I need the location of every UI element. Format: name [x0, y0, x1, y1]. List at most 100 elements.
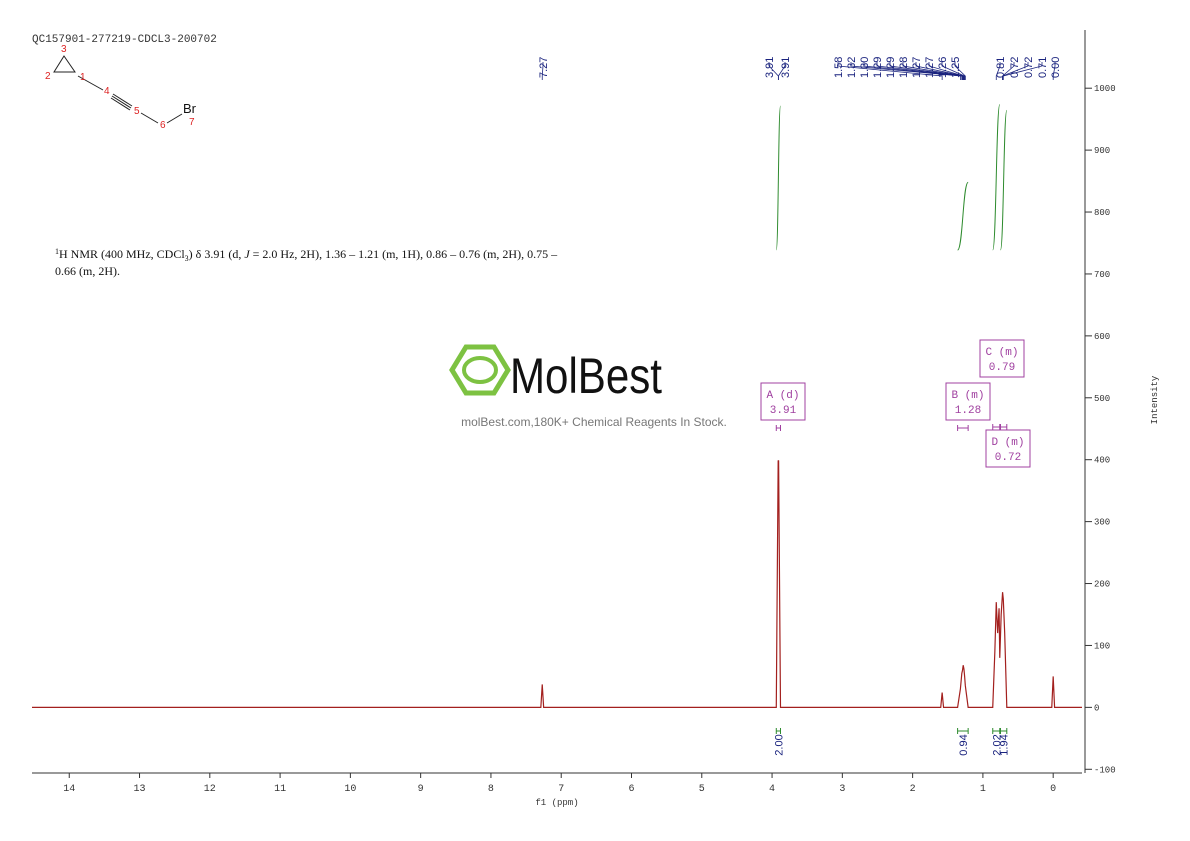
- multiplet-shift: 3.91: [770, 405, 797, 417]
- integral-curve: [992, 104, 1001, 251]
- atom-number: 3: [61, 44, 67, 55]
- peak-connector: [1002, 62, 1043, 80]
- integral-label: 0.94: [958, 734, 970, 755]
- peak-label: 1.29: [872, 57, 884, 78]
- triple-bond: [110, 97, 131, 111]
- multiplet-box: [985, 429, 1031, 468]
- peak-label: 0.72: [1023, 57, 1035, 78]
- integral-range: [775, 728, 781, 734]
- y-tick-label: 0: [1094, 703, 1099, 713]
- multiplet-name: B (m): [951, 390, 984, 402]
- integral-range: [999, 728, 1008, 734]
- integral-label: 2.00: [773, 734, 785, 755]
- chart-title: QC157901-277219-CDCL3-200702: [32, 34, 217, 46]
- peak-label: 1.30: [859, 57, 871, 78]
- x-tick-label: 12: [204, 784, 216, 795]
- triple-bond: [112, 93, 133, 107]
- watermark-brand: MolBest: [510, 348, 662, 404]
- x-tick-label: 9: [418, 784, 424, 795]
- x-axis-label: f1 (ppm): [535, 798, 578, 808]
- watermark-tagline: molBest.com,180K+ Chemical Reagents In S…: [461, 415, 727, 429]
- atom-number: 1: [80, 72, 86, 83]
- annotation-part: 1: [55, 247, 59, 256]
- peak-connector: [995, 62, 1001, 80]
- peak-connector: [1002, 62, 1029, 80]
- x-tick-label: 11: [274, 784, 286, 795]
- annotation-part: ) δ 3.91 (d,: [189, 247, 245, 261]
- bond: [166, 113, 183, 124]
- annotation-part: 3: [185, 254, 189, 263]
- peak-label: 0.72: [1009, 57, 1021, 78]
- atom-number: 4: [104, 86, 110, 97]
- integral-label: 2.02: [991, 734, 1003, 755]
- multiplet-shift: 0.79: [989, 362, 1015, 374]
- x-tick-label: 6: [628, 784, 634, 795]
- integral-label: 1.94: [999, 734, 1011, 755]
- multiplet-range: [957, 425, 969, 431]
- annotation-part: = 2.0 Hz, 2H), 1.36 – 1.21 (m, 1H), 0.86…: [250, 247, 558, 261]
- atom-number: 7: [189, 117, 195, 128]
- peak-label: 7.27: [538, 57, 550, 78]
- atom-number: 6: [160, 120, 166, 131]
- x-tick-label: 0: [1050, 784, 1056, 795]
- molecule: [53, 55, 183, 124]
- integral-curve: [999, 109, 1008, 251]
- logo-hexagon: [449, 344, 511, 396]
- annotation: 0.66 (m, 2H).: [55, 264, 120, 278]
- peak-connector: [954, 62, 966, 80]
- y-axis-label: Intensity: [1150, 375, 1160, 424]
- peak-label: 1.26: [937, 57, 949, 78]
- multiplet-name: C (m): [985, 347, 1018, 359]
- multiplet-range: [775, 425, 781, 431]
- integral-curve: [775, 105, 781, 251]
- y-tick-label: 300: [1094, 518, 1110, 528]
- multiplet-box: [760, 382, 806, 421]
- peak-label: 0.81: [995, 57, 1007, 78]
- bond: [140, 112, 159, 124]
- spectrum: [32, 460, 1082, 708]
- x-tick-label: 8: [488, 784, 494, 795]
- y-tick-label: 400: [1094, 456, 1110, 466]
- peak-connector: [902, 62, 964, 80]
- multiplet-box: [945, 382, 991, 421]
- y-tick-label: -100: [1094, 765, 1116, 775]
- annotation-part: H NMR (400 MHz, CDCl: [59, 247, 185, 261]
- integral-curve: [957, 181, 969, 251]
- triple-bond: [111, 95, 132, 109]
- x-tick-label: 3: [839, 784, 845, 795]
- multiplet-range: [992, 424, 1001, 430]
- multiplet-box: [979, 339, 1025, 378]
- peak-label: 1.58: [833, 57, 845, 78]
- ring-bond: [53, 55, 76, 73]
- y-tick-label: 700: [1094, 270, 1110, 280]
- bond: [77, 75, 104, 91]
- peak-connector: [863, 62, 963, 80]
- x-tick-label: 4: [769, 784, 775, 795]
- x-tick-label: 1: [980, 784, 986, 795]
- peak-label: 1.28: [898, 57, 910, 78]
- peak-label: 0.71: [1037, 57, 1049, 78]
- peak-label: 1.32: [846, 57, 858, 78]
- y-tick-label: 900: [1094, 146, 1110, 156]
- logo-ring: [462, 356, 498, 384]
- peak-label: 0.00: [1050, 57, 1062, 78]
- x-tick-label: 7: [558, 784, 564, 795]
- peak-label: 3.91: [780, 57, 792, 78]
- atom-label: Br: [183, 101, 197, 116]
- peak-connector: [889, 62, 963, 80]
- x-tick-label: 10: [344, 784, 356, 795]
- annotation: 1H NMR (400 MHz, CDCl3) δ 3.91 (d, J = 2…: [55, 247, 558, 263]
- peak-connector: [850, 62, 961, 80]
- annotation-part: J: [244, 247, 250, 261]
- y-tick-label: 1000: [1094, 84, 1116, 94]
- x-tick-label: 2: [910, 784, 916, 795]
- peak-connector: [941, 62, 966, 80]
- y-tick-label: 500: [1094, 394, 1110, 404]
- y-tick-label: 600: [1094, 332, 1110, 342]
- atom-number: 2: [45, 71, 51, 82]
- integral-range: [957, 728, 969, 734]
- multiplet-shift: 1.28: [955, 405, 981, 417]
- peak-connector: [541, 62, 544, 80]
- peak-connector: [1052, 62, 1056, 80]
